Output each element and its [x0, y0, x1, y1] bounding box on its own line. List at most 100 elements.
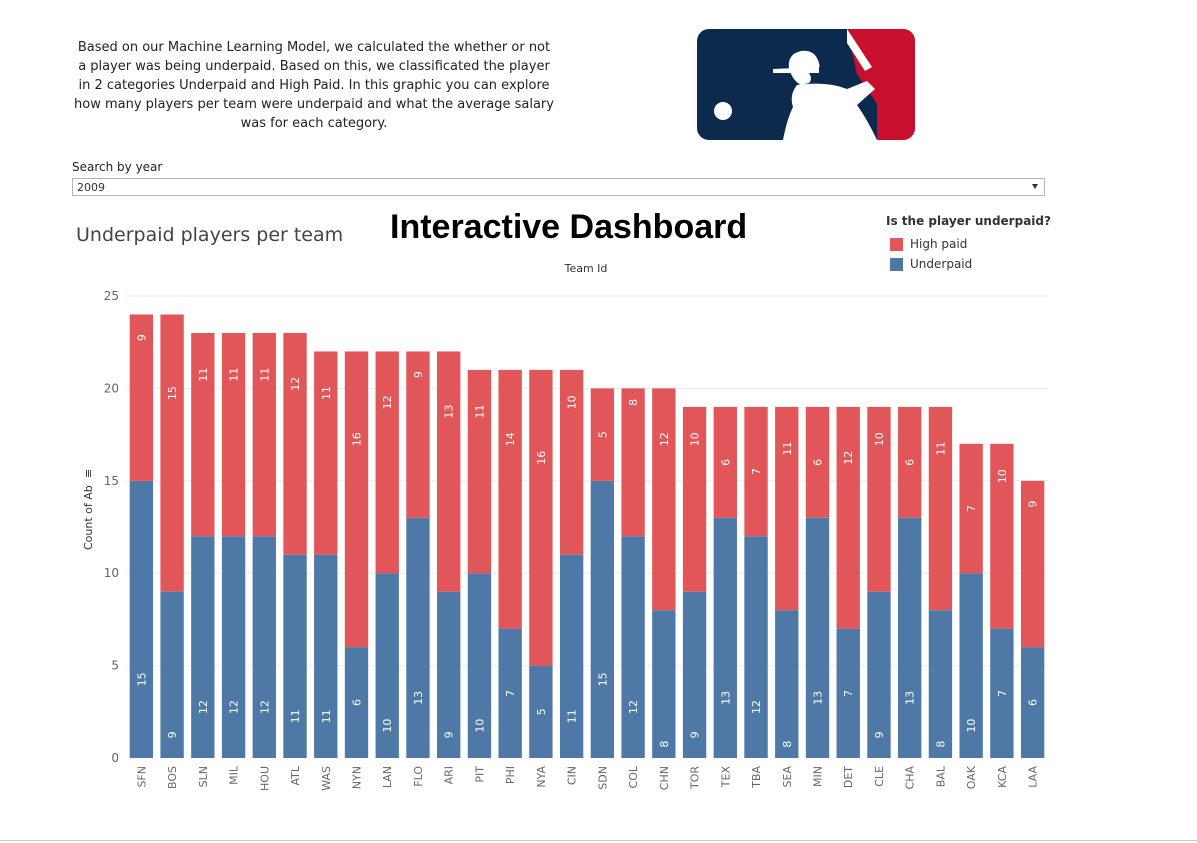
- data-label-underpaid: 9: [873, 731, 886, 738]
- bar-high-paid: [221, 332, 246, 537]
- x-tick-label: TBA: [750, 766, 763, 789]
- bar-high-paid: [621, 388, 645, 537]
- x-tick-label: CHA: [904, 766, 917, 790]
- bar-underpaid: [652, 610, 676, 758]
- data-label-high-paid: 11: [320, 386, 333, 400]
- data-label-high-paid: 11: [228, 368, 241, 382]
- x-tick-label: NYA: [535, 766, 548, 788]
- x-tick-label: COL: [627, 765, 640, 788]
- x-tick-label: TOR: [689, 766, 702, 790]
- x-tick-label: OAK: [965, 765, 978, 789]
- x-tick-label: MIN: [812, 766, 825, 787]
- bar-high-paid: [129, 314, 154, 481]
- bar-high-paid: [1020, 480, 1045, 648]
- search-year-label: Search by year: [72, 160, 163, 174]
- data-label-high-paid: 7: [750, 468, 763, 475]
- data-label-high-paid: 11: [197, 368, 210, 382]
- data-label-high-paid: 8: [627, 399, 640, 406]
- data-label-underpaid: 13: [412, 691, 425, 705]
- bar-underpaid: [252, 536, 276, 758]
- data-label-underpaid: 8: [658, 741, 671, 748]
- bar-high-paid: [283, 332, 307, 555]
- bar-high-paid: [529, 369, 553, 666]
- bar-underpaid: [928, 610, 953, 758]
- bar-high-paid: [990, 443, 1014, 629]
- x-tick-label: HOU: [258, 766, 271, 791]
- data-label-underpaid: 11: [566, 709, 579, 723]
- bar-high-paid: [437, 351, 461, 592]
- data-label-underpaid: 7: [504, 690, 517, 697]
- bar-underpaid: [406, 517, 430, 758]
- data-label-high-paid: 11: [473, 405, 486, 419]
- intro-text: Based on our Machine Learning Model, we …: [74, 40, 554, 131]
- bar-high-paid: [252, 332, 276, 537]
- bar-underpaid: [498, 628, 522, 758]
- chevron-down-icon[interactable]: [1032, 184, 1038, 189]
- data-label-underpaid: 9: [166, 731, 179, 738]
- bar-high-paid: [959, 443, 983, 574]
- legend-item-high-paid[interactable]: High paid: [886, 234, 1051, 254]
- legend-swatch-high-paid: [890, 237, 903, 251]
- x-axis-title: Team Id: [564, 262, 608, 275]
- data-label-underpaid: 6: [1027, 699, 1040, 706]
- data-label-high-paid: 12: [381, 395, 394, 409]
- chart-title: Underpaid players per team: [76, 224, 344, 246]
- data-label-high-paid: 12: [658, 432, 671, 446]
- y-axis-title: Count of Ab: [82, 485, 95, 550]
- bar-high-paid: [344, 351, 369, 648]
- x-tick-label: PIT: [473, 766, 486, 783]
- data-label-underpaid: 12: [258, 700, 271, 714]
- bar-underpaid: [160, 591, 184, 758]
- legend-item-underpaid[interactable]: Underpaid: [886, 254, 1051, 274]
- bar-high-paid: [590, 388, 615, 481]
- y-tick-label: 10: [104, 566, 119, 580]
- y-tick-label: 0: [111, 751, 119, 765]
- bar-underpaid: [467, 573, 492, 758]
- data-label-underpaid: 12: [627, 700, 640, 714]
- data-label-high-paid: 11: [934, 442, 947, 456]
- data-label-underpaid: 10: [473, 719, 486, 733]
- y-tick-label: 15: [104, 474, 119, 488]
- data-label-high-paid: 6: [812, 459, 825, 466]
- x-tick-label: MIL: [228, 765, 241, 785]
- dashboard-title: Interactive Dashboard: [390, 208, 748, 246]
- data-label-underpaid: 7: [842, 690, 855, 697]
- legend: Is the player underpaid? High paid Under…: [886, 214, 1051, 274]
- data-label-high-paid: 10: [996, 469, 1009, 483]
- bar-underpaid: [805, 517, 830, 758]
- x-tick-label: DET: [842, 766, 855, 788]
- data-label-underpaid: 12: [197, 700, 210, 714]
- data-label-underpaid: 5: [535, 708, 548, 715]
- x-tick-label: WAS: [320, 766, 333, 791]
- bar-underpaid: [621, 536, 645, 758]
- x-tick-label: CHN: [658, 766, 671, 790]
- data-label-underpaid: 7: [996, 690, 1009, 697]
- x-tick-label: LAA: [1027, 766, 1040, 788]
- data-label-high-paid: 15: [166, 386, 179, 400]
- bar-high-paid: [375, 351, 399, 574]
- y-tick-label: 5: [111, 659, 119, 673]
- bar-high-paid: [898, 406, 922, 518]
- x-tick-label: ATL: [289, 765, 302, 785]
- filter-icon: ≡: [82, 469, 95, 478]
- data-label-high-paid: 7: [965, 505, 978, 512]
- bar-high-paid: [713, 406, 737, 518]
- x-tick-label: SEA: [781, 766, 794, 788]
- bar-high-paid: [314, 351, 338, 555]
- legend-swatch-underpaid: [890, 257, 903, 271]
- bar-high-paid: [928, 406, 953, 611]
- bar-high-paid: [498, 369, 522, 629]
- data-label-high-paid: 11: [781, 442, 794, 456]
- bar-high-paid: [867, 406, 891, 592]
- x-tick-label: CIN: [566, 766, 579, 785]
- data-label-high-paid: 9: [135, 334, 148, 341]
- bar-underpaid: [990, 628, 1014, 758]
- x-tick-label: BOS: [166, 766, 179, 789]
- data-label-high-paid: 9: [1027, 500, 1040, 507]
- year-select[interactable]: 2009: [72, 178, 1045, 196]
- data-label-high-paid: 6: [904, 459, 917, 466]
- data-label-underpaid: 13: [812, 691, 825, 705]
- data-label-high-paid: 10: [689, 432, 702, 446]
- x-tick-label: SFN: [135, 766, 148, 788]
- data-label-underpaid: 10: [381, 719, 394, 733]
